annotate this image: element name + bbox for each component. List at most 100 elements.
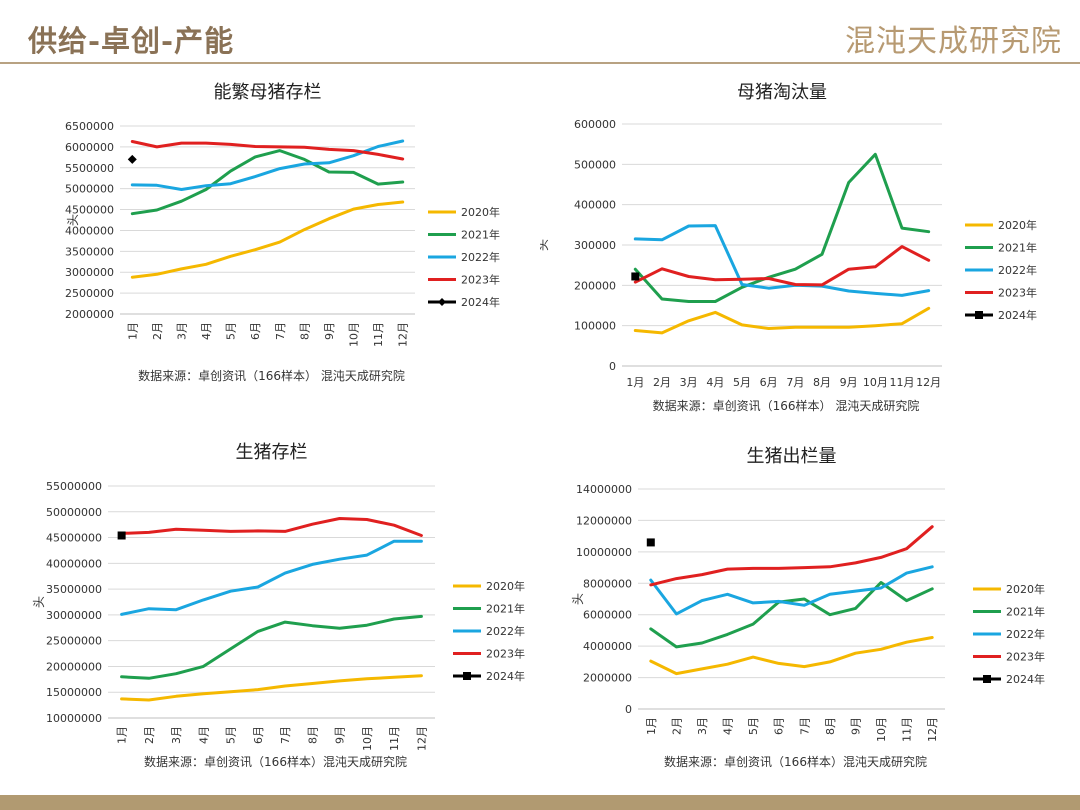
x-tick-label: 3月 bbox=[170, 726, 183, 744]
x-tick-label: 7月 bbox=[279, 726, 292, 744]
series-line-0 bbox=[633, 306, 931, 335]
x-tick-label: 8月 bbox=[306, 726, 319, 744]
x-tick-label: 7月 bbox=[786, 376, 804, 389]
legend-marker bbox=[983, 675, 991, 683]
series-line-0 bbox=[120, 674, 423, 702]
y-tick-label: 4000000 bbox=[65, 224, 114, 237]
series-line-3 bbox=[120, 517, 423, 537]
source-note: 数据来源：卓创资讯（166样本） 混沌天成研究院 bbox=[653, 398, 920, 413]
y-tick-label: 10000000 bbox=[576, 546, 632, 559]
series-marker-4 bbox=[631, 272, 640, 281]
legend-label: 2022年 bbox=[461, 250, 500, 264]
y-tick-label: 2500000 bbox=[65, 287, 114, 300]
series-line-3 bbox=[649, 525, 934, 587]
chart-svg: 母猪淘汰量 0 100000 200000 300000 400000 500000 6000… bbox=[540, 82, 1037, 413]
legend-label: 2024年 bbox=[461, 295, 500, 309]
x-tick-label: 5月 bbox=[733, 376, 751, 389]
x-tick-label: 6月 bbox=[252, 726, 265, 744]
legend-label: 2020年 bbox=[486, 579, 525, 593]
y-tick-label: 200000 bbox=[574, 279, 616, 292]
x-tick-label: 5月 bbox=[225, 726, 238, 744]
y-tick-label: 20000000 bbox=[46, 660, 102, 673]
chart-svg: 生猪出栏量 0 2000000 4000000 6000000 8000000 100000… bbox=[571, 446, 1045, 769]
y-axis-label: 头 bbox=[32, 596, 46, 608]
legend-label: 2022年 bbox=[1006, 627, 1045, 641]
series-line-1 bbox=[130, 149, 405, 216]
legend-label: 2021年 bbox=[486, 602, 525, 616]
y-tick-label: 600000 bbox=[574, 118, 616, 131]
x-tick-label: 6月 bbox=[773, 717, 786, 735]
x-tick-label: 12月 bbox=[916, 376, 941, 389]
page-title: 供给-卓创-产能 bbox=[28, 24, 235, 58]
y-tick-label: 8000000 bbox=[583, 577, 632, 590]
chart-svg: 能繁母猪存栏 2000000 2500000 3000000 3500000 400000… bbox=[65, 82, 500, 383]
x-tick-label: 11月 bbox=[901, 717, 914, 742]
x-tick-label: 9月 bbox=[849, 717, 862, 735]
chart-sow-culling: 母猪淘汰量 0 100000 200000 300000 400000 500000 6000… bbox=[540, 72, 1060, 422]
series-line-1 bbox=[633, 152, 931, 303]
x-tick-label: 1月 bbox=[645, 717, 658, 735]
y-tick-label: 4000000 bbox=[583, 640, 632, 653]
legend-label: 2020年 bbox=[1006, 582, 1045, 596]
y-tick-label: 0 bbox=[625, 703, 632, 716]
header-divider bbox=[0, 62, 1080, 64]
y-tick-label: 35000000 bbox=[46, 583, 102, 596]
series-line-2 bbox=[120, 539, 423, 616]
y-tick-label: 3500000 bbox=[65, 245, 114, 258]
y-tick-label: 100000 bbox=[574, 320, 616, 333]
x-tick-label: 10月 bbox=[875, 717, 888, 742]
y-tick-label: 55000000 bbox=[46, 480, 102, 493]
y-tick-label: 45000000 bbox=[46, 532, 102, 545]
y-tick-label: 2000000 bbox=[65, 308, 114, 321]
y-axis-label: 头 bbox=[540, 239, 550, 251]
x-tick-label: 12月 bbox=[415, 726, 428, 751]
legend-label: 2023年 bbox=[486, 647, 525, 661]
legend-marker bbox=[438, 298, 446, 306]
series-line-0 bbox=[130, 200, 405, 279]
source-note: 数据来源：卓创资讯（166样本）混沌天成研究院 bbox=[144, 754, 407, 769]
series-line-3 bbox=[633, 245, 931, 287]
x-tick-label: 2月 bbox=[143, 726, 156, 744]
x-tick-label: 1月 bbox=[626, 376, 644, 389]
x-tick-label: 2月 bbox=[151, 322, 164, 340]
x-tick-label: 12月 bbox=[397, 322, 410, 347]
y-tick-label: 300000 bbox=[574, 239, 616, 252]
series-line-2 bbox=[130, 139, 405, 191]
chart-title: 母猪淘汰量 bbox=[737, 82, 827, 103]
x-tick-label: 7月 bbox=[274, 322, 287, 340]
y-tick-label: 14000000 bbox=[576, 483, 632, 496]
y-tick-label: 4500000 bbox=[65, 204, 114, 217]
y-tick-label: 5000000 bbox=[65, 183, 114, 196]
x-tick-label: 8月 bbox=[824, 717, 837, 735]
legend-label: 2024年 bbox=[998, 308, 1037, 322]
y-tick-label: 3000000 bbox=[65, 266, 114, 279]
chart-hog-slaughter: 生猪出栏量 0 2000000 4000000 6000000 8000000 100000… bbox=[540, 432, 1060, 774]
legend-marker bbox=[975, 311, 983, 319]
x-tick-label: 6月 bbox=[760, 376, 778, 389]
series-line-2 bbox=[633, 224, 931, 297]
legend-marker bbox=[463, 672, 471, 680]
x-tick-label: 10月 bbox=[361, 726, 374, 751]
x-tick-label: 8月 bbox=[298, 322, 311, 340]
x-tick-label: 9月 bbox=[334, 726, 347, 744]
source-note: 数据来源：卓创资讯（166样本）混沌天成研究院 bbox=[664, 754, 927, 769]
y-tick-label: 25000000 bbox=[46, 635, 102, 648]
x-tick-label: 2月 bbox=[670, 717, 683, 735]
legend-label: 2020年 bbox=[998, 218, 1037, 232]
x-tick-label: 1月 bbox=[126, 322, 139, 340]
chart-hog-inventory: 生猪存栏 10000000 15000000 20000000 25000000 3000… bbox=[20, 432, 540, 774]
series-marker-4 bbox=[127, 154, 137, 164]
legend-label: 2021年 bbox=[461, 228, 500, 242]
y-tick-label: 12000000 bbox=[576, 514, 632, 527]
y-tick-label: 50000000 bbox=[46, 506, 102, 519]
y-tick-label: 6000000 bbox=[65, 141, 114, 154]
x-tick-label: 9月 bbox=[840, 376, 858, 389]
x-tick-label: 4月 bbox=[722, 717, 735, 735]
legend-label: 2023年 bbox=[998, 286, 1037, 300]
x-tick-label: 2月 bbox=[653, 376, 671, 389]
legend-label: 2023年 bbox=[461, 273, 500, 287]
legend-label: 2021年 bbox=[998, 241, 1037, 255]
y-tick-label: 10000000 bbox=[46, 712, 102, 725]
brand-logo-text: 混沌天成研究院 bbox=[845, 24, 1062, 59]
y-tick-label: 40000000 bbox=[46, 557, 102, 570]
